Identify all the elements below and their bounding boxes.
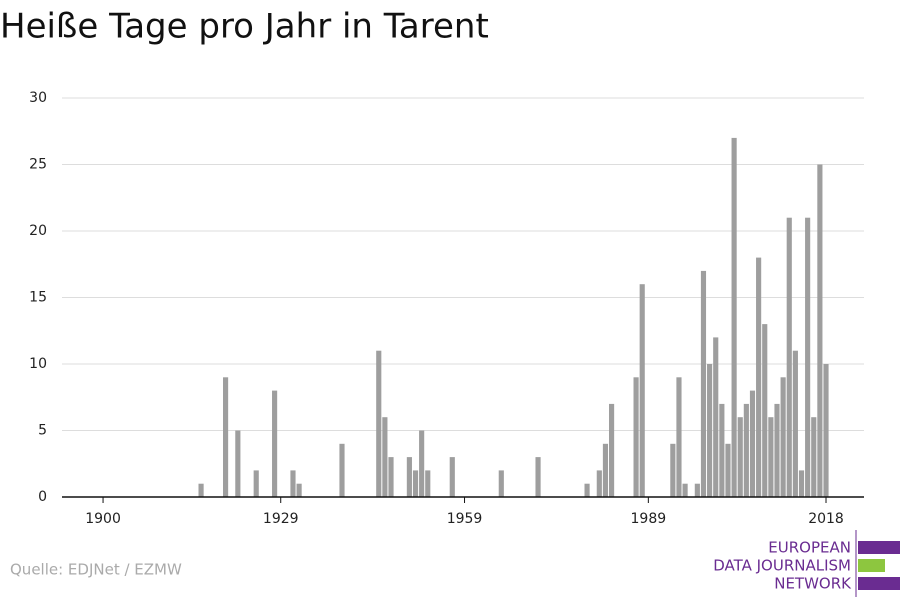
bar xyxy=(290,470,296,497)
y-tick-label: 5 xyxy=(38,423,47,439)
bar xyxy=(805,217,811,497)
x-tick-label: 1959 xyxy=(447,511,483,527)
x-tick-label: 1900 xyxy=(85,511,121,527)
bar xyxy=(774,403,780,497)
y-tick-label: 15 xyxy=(29,290,47,306)
bar xyxy=(272,390,278,497)
bar xyxy=(713,337,719,497)
bar xyxy=(382,417,388,497)
x-tick-label: 1989 xyxy=(631,511,667,527)
y-tick-label: 20 xyxy=(29,223,47,239)
logo-text: EUROPEAN xyxy=(768,539,851,557)
bar xyxy=(707,364,713,497)
logo-text: DATA JOURNALISM xyxy=(713,557,851,575)
bar xyxy=(535,457,541,497)
bar xyxy=(602,443,609,497)
bar xyxy=(682,483,688,497)
source: Quelle: EDJNet / EZMW xyxy=(10,561,182,579)
bar xyxy=(449,457,455,497)
y-tick-label: 30 xyxy=(29,90,47,106)
bar xyxy=(639,284,645,497)
bar xyxy=(762,324,768,497)
bar xyxy=(798,470,805,497)
bar xyxy=(817,164,823,497)
x-tick-label: 2018 xyxy=(808,511,844,527)
bar xyxy=(425,470,431,497)
bar xyxy=(811,417,817,497)
bar xyxy=(768,417,774,497)
bar xyxy=(756,257,762,497)
bar xyxy=(700,270,707,497)
y-tick-label: 0 xyxy=(38,489,47,505)
bar xyxy=(253,470,259,497)
bar xyxy=(596,470,602,497)
bar xyxy=(376,350,382,497)
bar xyxy=(725,443,731,497)
bar xyxy=(388,457,394,497)
y-tick-label: 10 xyxy=(29,356,47,372)
bar xyxy=(731,137,737,497)
y-tick-label: 25 xyxy=(29,157,47,173)
logo-bar xyxy=(858,541,900,554)
bar xyxy=(694,483,700,497)
bar xyxy=(786,217,792,497)
bar xyxy=(670,443,676,497)
bar xyxy=(498,470,504,497)
logo-bar xyxy=(858,577,900,590)
logo-text: NETWORK xyxy=(774,575,852,593)
bar xyxy=(823,364,829,497)
logo-bar xyxy=(858,559,885,572)
bar xyxy=(296,483,302,497)
bar xyxy=(198,483,204,497)
bar xyxy=(584,483,590,497)
bar xyxy=(676,377,682,497)
chart-title: Heiße Tage pro Jahr in Tarent xyxy=(0,7,489,47)
bar xyxy=(749,390,756,497)
bar xyxy=(339,443,345,497)
bar xyxy=(737,417,743,497)
x-tick-label: 1929 xyxy=(263,511,299,527)
bar xyxy=(412,470,419,497)
bar xyxy=(235,430,241,497)
bar xyxy=(223,377,229,497)
bar xyxy=(406,457,412,497)
bar xyxy=(419,430,425,497)
bar xyxy=(633,377,639,497)
bar xyxy=(792,350,798,497)
bar xyxy=(609,403,615,497)
bar xyxy=(743,403,749,497)
bar xyxy=(719,403,725,497)
bar xyxy=(780,377,786,497)
